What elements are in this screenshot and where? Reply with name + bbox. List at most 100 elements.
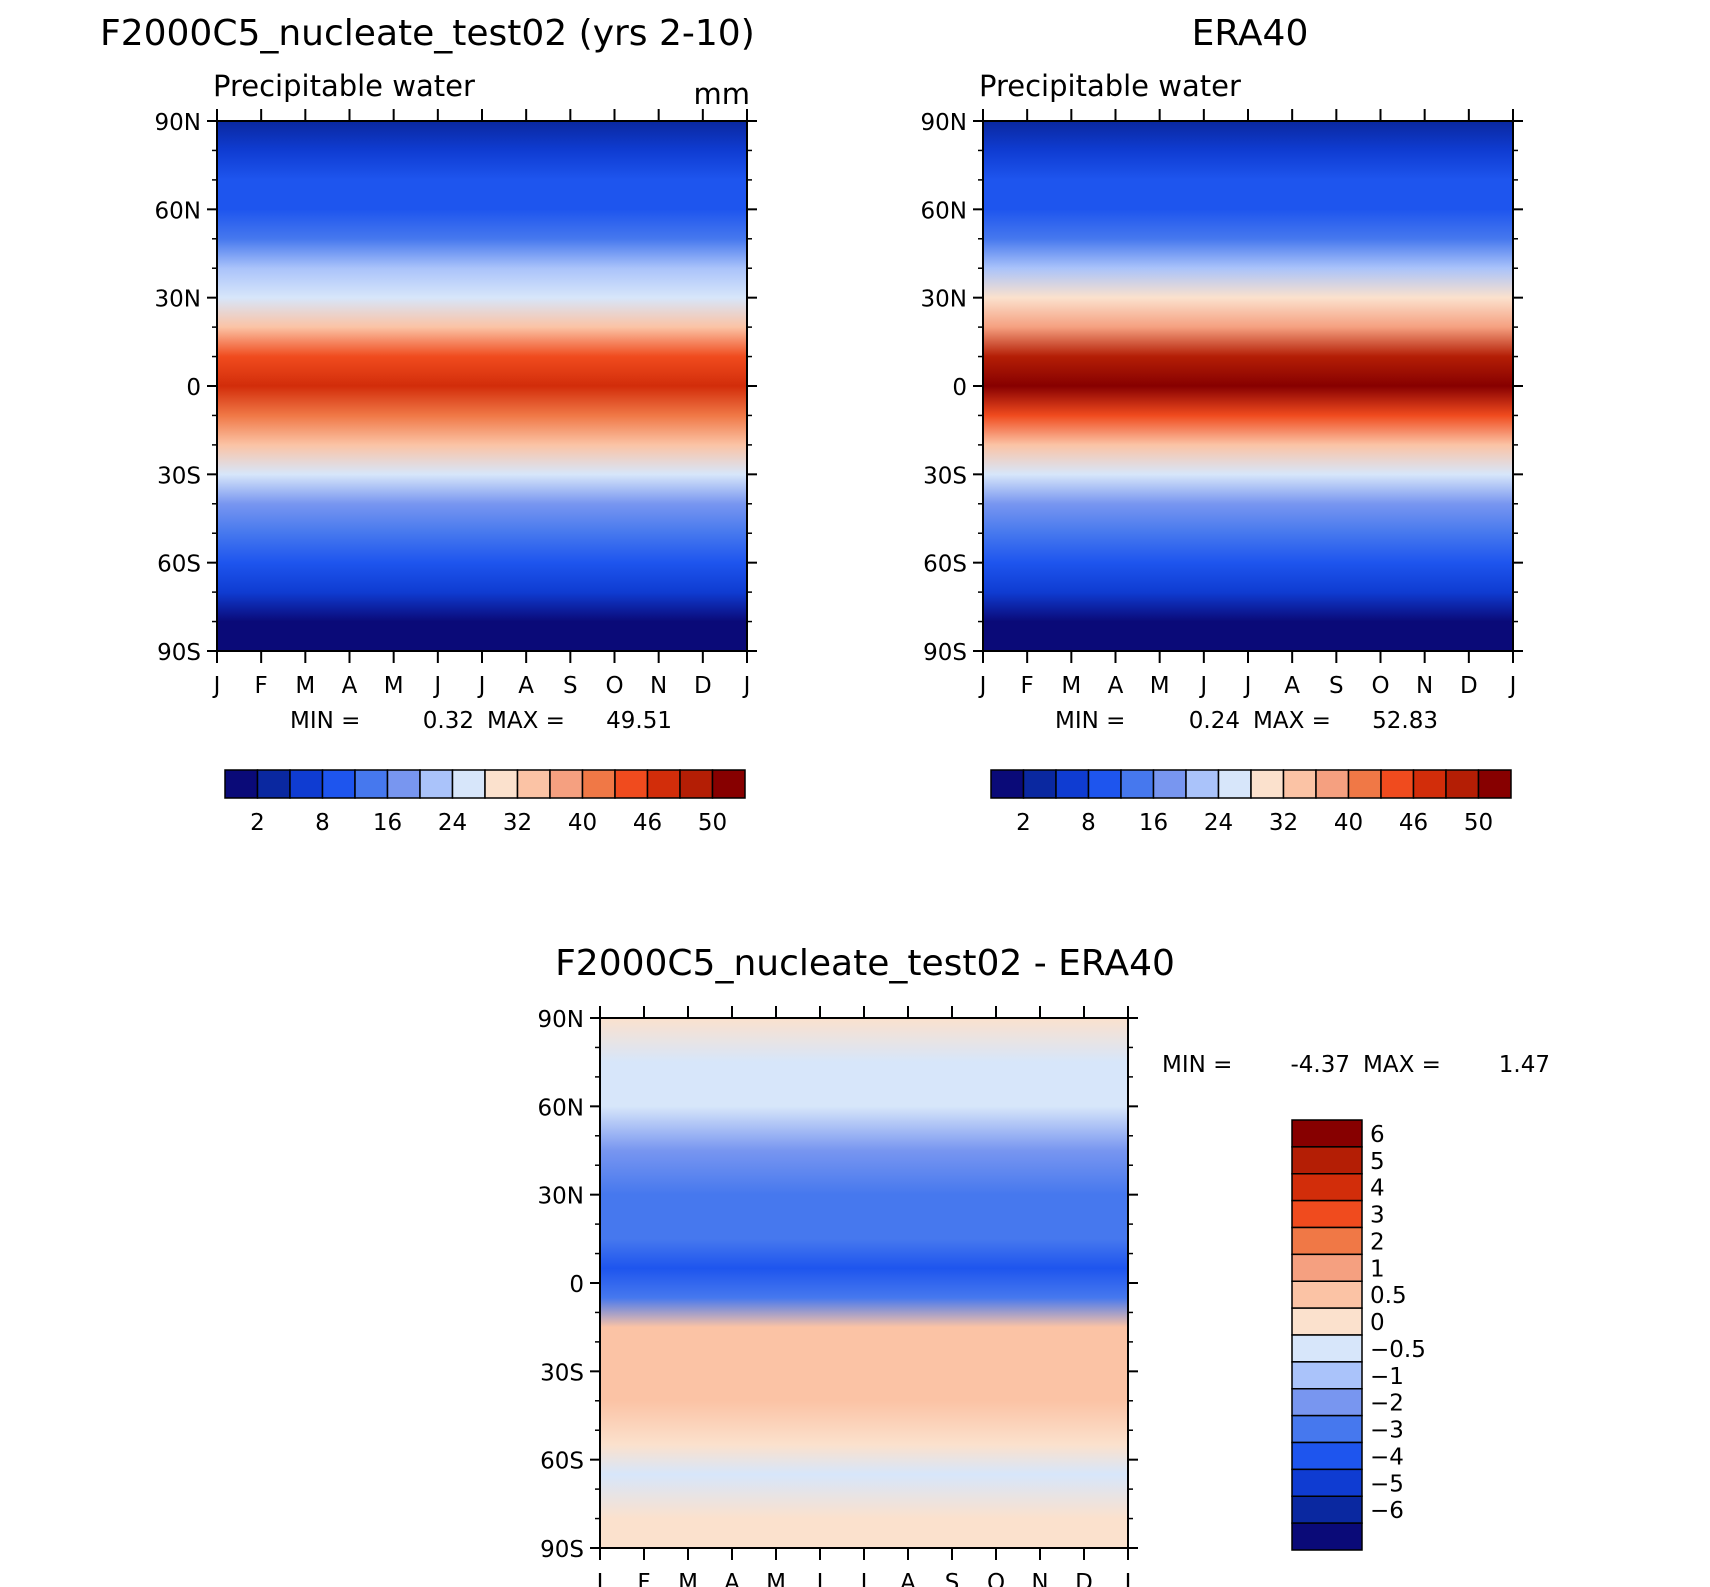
x-tick-label: A xyxy=(342,673,358,699)
x-tick-label: F xyxy=(255,673,268,699)
colorbar-swatch xyxy=(1291,1146,1363,1175)
colorbar-label: 8 xyxy=(315,810,330,836)
x-tick-label: F xyxy=(1021,673,1034,699)
panel-diff-title: F2000C5_nucleate_test02 - ERA40 xyxy=(555,943,1175,984)
colorbar-swatch xyxy=(1291,1468,1363,1497)
model-y-axis: 90N 60N 30N 0 30S 60S 90S xyxy=(155,110,757,666)
y-tick-label: 90N xyxy=(538,1007,584,1033)
y-tick-label: 90S xyxy=(157,640,201,666)
x-tick-label: N xyxy=(650,673,667,699)
y-tick-label: 0 xyxy=(186,375,201,401)
colorbar-swatch xyxy=(1347,769,1382,799)
y-tick-label: 90N xyxy=(921,110,967,136)
colorbar-swatch xyxy=(1291,1361,1363,1390)
colorbar-label: 16 xyxy=(1139,810,1168,836)
colorbar-swatch xyxy=(1291,1334,1363,1363)
y-tick-label: 30N xyxy=(538,1184,584,1210)
colorbar-swatch xyxy=(386,769,421,799)
colorbar-label: 40 xyxy=(568,810,597,836)
colorbar-swatch xyxy=(354,769,389,799)
colorbar-label: −2 xyxy=(1370,1391,1404,1417)
colorbar-swatch xyxy=(1022,769,1057,799)
model-colorbar: 2 8 16 24 32 40 46 50 xyxy=(224,769,746,836)
colorbar-swatch xyxy=(1291,1441,1363,1471)
colorbar-swatch xyxy=(1291,1226,1363,1256)
x-tick-label: S xyxy=(563,673,578,699)
obs-max-value: 52.83 xyxy=(1372,708,1438,734)
y-tick-label: 30N xyxy=(921,287,967,313)
colorbar-swatch xyxy=(1291,1253,1363,1282)
colorbar-label: 24 xyxy=(1204,810,1233,836)
diff-max-label: MAX = xyxy=(1363,1052,1441,1078)
colorbar-swatch xyxy=(1087,769,1122,799)
colorbar-swatch xyxy=(1055,769,1090,799)
colorbar-swatch xyxy=(451,769,486,799)
colorbar-swatch xyxy=(321,769,356,799)
x-tick-label: S xyxy=(1329,673,1344,699)
colorbar-label: −3 xyxy=(1370,1418,1404,1444)
x-tick-label: J xyxy=(595,1570,604,1587)
x-tick-label: M xyxy=(678,1570,698,1587)
panel-model-title: F2000C5_nucleate_test02 (yrs 2-10) xyxy=(100,13,755,54)
panel-model: F2000C5_nucleate_test02 (yrs 2-10) Preci… xyxy=(100,13,757,836)
x-tick-label: S xyxy=(945,1570,960,1587)
colorbar-label: −5 xyxy=(1370,1471,1404,1497)
colorbar-label: 0.5 xyxy=(1370,1283,1407,1309)
colorbar-label: −0.5 xyxy=(1370,1337,1426,1363)
y-tick-label: 30S xyxy=(157,463,201,489)
colorbar-swatch xyxy=(1315,769,1350,799)
colorbar-swatch xyxy=(1250,769,1285,799)
diff-max-value: 1.47 xyxy=(1499,1052,1550,1078)
panel-diff: F2000C5_nucleate_test02 - ERA40 90N60N30… xyxy=(538,943,1550,1587)
panel-obs-subtitle: Precipitable water xyxy=(979,69,1241,103)
colorbar-label: −4 xyxy=(1370,1444,1404,1470)
colorbar-label: 32 xyxy=(1269,810,1298,836)
panel-obs-title: ERA40 xyxy=(1192,13,1309,54)
panel-model-units: mm xyxy=(694,77,751,111)
colorbar-swatch xyxy=(614,769,649,799)
colorbar-label: 2 xyxy=(250,810,265,836)
colorbar-swatch xyxy=(1291,1280,1363,1309)
obs-min-value: 0.24 xyxy=(1189,708,1240,734)
colorbar-swatch xyxy=(1412,769,1447,799)
colorbar-swatch xyxy=(1185,769,1220,799)
x-tick-label: J xyxy=(432,673,441,699)
model-min-value: 0.32 xyxy=(423,708,474,734)
colorbar-label: 32 xyxy=(503,810,532,836)
colorbar-swatch xyxy=(419,769,454,799)
x-tick-label: J xyxy=(1508,673,1517,699)
colorbar-swatch xyxy=(679,769,714,799)
x-tick-label: J xyxy=(212,673,221,699)
model-max-label: MAX = xyxy=(487,708,565,734)
colorbar-label: 4 xyxy=(1370,1176,1385,1202)
obs-y-axis: 90N 60N 30N 0 30S 60S 90S xyxy=(921,110,1523,666)
x-tick-label: A xyxy=(1108,673,1124,699)
y-tick-label: 90S xyxy=(540,1537,584,1563)
x-tick-label: A xyxy=(1284,673,1300,699)
colorbar-swatch xyxy=(646,769,681,799)
colorbar-swatch xyxy=(516,769,551,799)
x-tick-label: O xyxy=(605,673,623,699)
x-tick-label: N xyxy=(1031,1570,1048,1587)
diff-plot-area xyxy=(600,1018,1128,1548)
y-tick-label: 30S xyxy=(923,463,967,489)
colorbar-swatch xyxy=(1477,769,1512,799)
x-tick-label: A xyxy=(724,1570,740,1587)
panel-model-subtitle: Precipitable water xyxy=(213,69,475,103)
y-tick-label: 30N xyxy=(155,287,201,313)
model-plot-area xyxy=(217,121,747,651)
x-tick-label: J xyxy=(1123,1570,1132,1587)
x-tick-label: J xyxy=(477,673,486,699)
diff-min-value: -4.37 xyxy=(1290,1052,1350,1078)
colorbar-swatch xyxy=(1445,769,1480,799)
x-tick-label: D xyxy=(1460,673,1478,699)
x-tick-label: O xyxy=(987,1570,1005,1587)
colorbar-label: 50 xyxy=(1464,810,1493,836)
colorbar-swatch xyxy=(549,769,584,799)
colorbar-label: 46 xyxy=(633,810,662,836)
